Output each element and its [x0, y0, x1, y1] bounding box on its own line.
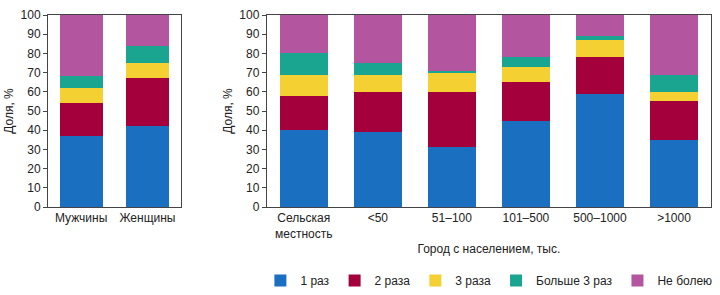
svg-text:30: 30 [27, 143, 41, 157]
svg-text:20: 20 [246, 162, 260, 176]
svg-text:51–100: 51–100 [432, 211, 472, 225]
svg-text:Доля, %: Доля, % [221, 88, 235, 134]
svg-text:30: 30 [246, 143, 260, 157]
svg-text:3 раза: 3 раза [455, 274, 491, 288]
svg-text:100: 100 [21, 8, 41, 22]
svg-text:90: 90 [27, 27, 41, 41]
svg-text:0: 0 [253, 200, 260, 214]
svg-text:90: 90 [246, 27, 260, 41]
svg-text:20: 20 [27, 162, 41, 176]
svg-text:70: 70 [246, 66, 260, 80]
svg-text:2 раза: 2 раза [375, 274, 411, 288]
svg-text:<50: <50 [368, 211, 389, 225]
svg-text:50: 50 [27, 104, 41, 118]
svg-text:80: 80 [246, 47, 260, 61]
svg-text:50: 50 [246, 104, 260, 118]
svg-text:Сельскаяместность: Сельскаяместность [275, 211, 332, 241]
svg-text:60: 60 [246, 85, 260, 99]
svg-text:0: 0 [34, 200, 41, 214]
svg-text:Мужчины: Мужчины [55, 211, 107, 225]
svg-text:500–1000: 500–1000 [573, 211, 627, 225]
svg-text:10: 10 [27, 181, 41, 195]
svg-text:>1000: >1000 [657, 211, 691, 225]
svg-text:40: 40 [27, 123, 41, 137]
svg-text:Больше 3 раз: Больше 3 раз [536, 274, 612, 288]
svg-text:Доля, %: Доля, % [2, 88, 16, 134]
svg-text:Женщины: Женщины [119, 211, 175, 225]
svg-text:Не болею: Не болею [657, 274, 712, 288]
svg-text:80: 80 [27, 47, 41, 61]
svg-text:Город с населением, тыс.: Город с населением, тыс. [418, 242, 561, 256]
svg-text:70: 70 [27, 66, 41, 80]
svg-text:101–500: 101–500 [503, 211, 550, 225]
svg-text:60: 60 [27, 85, 41, 99]
svg-text:1 раз: 1 раз [300, 274, 329, 288]
svg-text:40: 40 [246, 123, 260, 137]
svg-text:100: 100 [239, 8, 259, 22]
svg-text:10: 10 [246, 181, 260, 195]
